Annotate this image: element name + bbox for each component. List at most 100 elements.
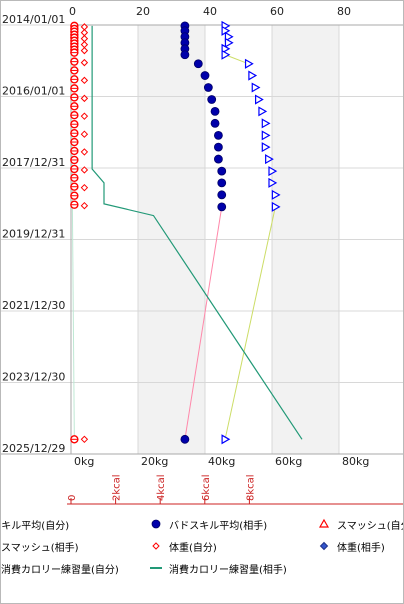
series-diamond-open-point: [80, 130, 89, 138]
series-circle-filled-point: [217, 202, 227, 212]
series-triangle-right-point: [221, 49, 231, 60]
calorie-line: [91, 25, 303, 440]
series-diamond-open-point: [80, 202, 89, 210]
legend-label: スマッシュ(自分): [337, 520, 403, 532]
series-triangle-right-point: [221, 43, 231, 54]
legend-marker: [151, 519, 161, 529]
top-axis-tick-label: 20: [136, 5, 150, 18]
series-circle-filled-point: [207, 95, 217, 104]
series-triangle-right-point: [224, 31, 234, 42]
weight-tick-label: 0kg: [74, 455, 94, 468]
series-diamond-open-point: [80, 435, 89, 444]
series-circle-filled-point: [213, 154, 223, 164]
top-axis-tick-label: 80: [337, 5, 351, 18]
series-circle-filled-point: [217, 166, 227, 176]
legend-item: 消費カロリー練習量(相手): [149, 561, 287, 576]
weight-axis: 0kg 20kg 40kg 60kg 80kg: [74, 455, 369, 468]
legend-symbol-icon: [317, 540, 331, 552]
series-diamond-open-point: [80, 28, 89, 37]
top-axis: 02040608010: [69, 5, 351, 18]
date-tick-label: 2019/12/31: [2, 228, 65, 241]
top-axis-tick-label: 40: [203, 5, 217, 18]
date-tick-label: 2014/01/01: [2, 13, 65, 26]
series-circle-filled-point: [210, 106, 220, 116]
calorie-tick-label: 6kcal: [201, 474, 212, 501]
legend-label: スマッシュ(相手): [1, 542, 79, 554]
series-triangle-right-point: [268, 166, 278, 177]
series-circle-filled-point: [213, 130, 223, 140]
series-connector-line: [224, 54, 249, 65]
legend-label: バドスキル平均(自分): [1, 520, 70, 532]
legend-item: バドスキル平均(相手): [149, 517, 268, 532]
series-circle-filled-point: [203, 83, 213, 92]
series-connector-line: [184, 206, 223, 440]
series-circle-filled-point: [193, 59, 203, 69]
legend-label: バドスキル平均(相手): [169, 520, 268, 532]
series-connector-line: [224, 206, 276, 440]
series-circle-filled-point: [180, 50, 190, 60]
series-marks: [70, 20, 303, 445]
series-triangle-right-point: [265, 154, 274, 165]
series-triangle-right-point: [271, 201, 281, 212]
calorie-tick-label: 8kcal: [245, 474, 256, 501]
top-axis-tick-label: 0: [69, 5, 76, 18]
series-triangle-right-point: [261, 142, 271, 153]
legend-item: 消費カロリー練習量(自分): [1, 561, 119, 576]
legend-label: 消費カロリー練習量(相手): [169, 564, 287, 576]
series-triangle-right-point: [221, 434, 231, 445]
series-circle-filled-point: [210, 118, 220, 128]
weight-tick-label: 40kg: [208, 455, 235, 468]
weight-tick-label: 60kg: [275, 455, 302, 468]
series-diamond-open-point: [80, 40, 89, 49]
series-circle-filled-point: [217, 178, 227, 188]
date-axis: 2014/01/01 2016/01/01 2017/12/31 2019/12/31…: [2, 13, 65, 455]
date-tick-label: 2016/01/01: [2, 85, 65, 98]
legend-marker: [152, 542, 160, 550]
legend-symbol-icon: [149, 562, 163, 574]
weight-tick-label: 20kg: [141, 455, 168, 468]
series-diamond-open-point: [80, 46, 89, 55]
legend-item: 体重(相手): [317, 539, 385, 554]
legend-item: 体重(自分): [149, 539, 217, 554]
series-diamond-open-point: [80, 34, 89, 43]
series-triangle-right-point: [258, 106, 268, 117]
legend-item: スマッシュ(自分): [317, 517, 403, 532]
series-diamond-open-point: [80, 112, 89, 120]
series-circle-filled-point: [200, 71, 210, 80]
series-diamond-open-point: [80, 94, 89, 103]
legend-item: スマッシュ(相手): [1, 539, 79, 554]
series-triangle-right-point: [261, 118, 271, 129]
series-triangle-right-point: [268, 177, 278, 188]
date-tick-label: 2017/12/31: [2, 156, 65, 169]
top-axis-tick-label: 60: [270, 5, 284, 18]
series-circle-filled-point: [213, 142, 223, 152]
series-diamond-open-point: [80, 76, 89, 85]
weight-tick-label: 80kg: [342, 455, 369, 468]
series-circle-filled-point: [217, 190, 227, 200]
series-diamond-open-point: [80, 183, 89, 192]
date-tick-label: 2025/12/29: [2, 442, 65, 455]
calorie-tick-label: 2kcal: [112, 474, 123, 501]
legend-label: 体重(相手): [337, 542, 385, 554]
calorie-tick-label: 0: [67, 495, 78, 501]
calorie-axis: 0 2kcal 4kcal 6kcal 8kcal: [67, 474, 403, 505]
date-tick-label: 2021/12/30: [2, 299, 65, 312]
series-triangle-right-point: [244, 58, 254, 69]
date-tick-label: 2023/12/30: [2, 371, 65, 384]
series-triangle-right-point: [224, 37, 234, 48]
legend-marker: [318, 518, 330, 528]
grid-lines: [1, 24, 403, 455]
series-diamond-open-point: [80, 58, 89, 67]
legend-symbol-icon: [149, 540, 163, 552]
legend-symbol-icon: [149, 518, 163, 530]
legend-label: 体重(自分): [169, 542, 217, 554]
series-triangle-right-point: [271, 189, 281, 200]
legend-label: 消費カロリー練習量(自分): [1, 564, 119, 576]
legend-item: バドスキル平均(自分): [1, 517, 70, 532]
legend-symbol-icon: [317, 518, 331, 530]
series-triangle-right-point: [248, 70, 258, 81]
series-diamond-open-point: [80, 148, 89, 156]
legend-marker: [319, 541, 329, 551]
